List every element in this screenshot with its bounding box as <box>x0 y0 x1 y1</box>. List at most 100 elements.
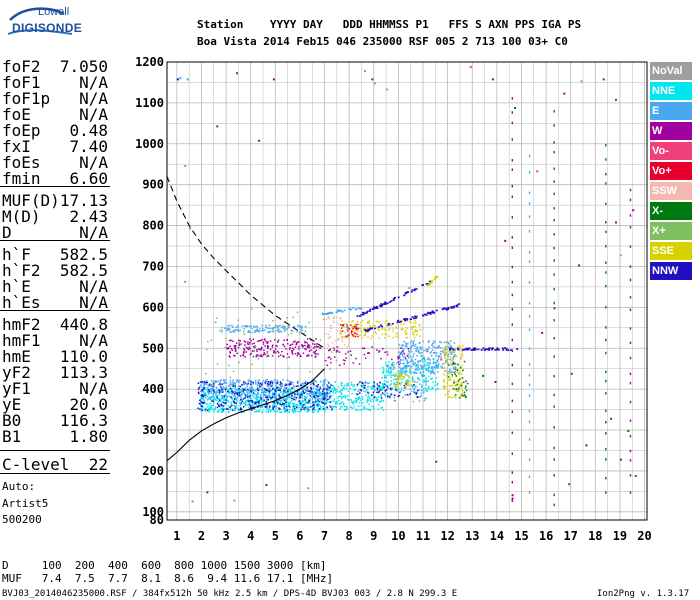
echo-point-nne <box>356 385 358 387</box>
echo-point-sse <box>369 325 371 327</box>
scatter-point <box>541 331 544 334</box>
vertical-echo-point <box>629 214 632 217</box>
echo-point-e <box>427 348 429 351</box>
scatter-point <box>504 239 507 242</box>
echo-point-nnw <box>248 403 251 406</box>
echo-point-nne <box>374 388 376 391</box>
echo-point-nnw <box>201 388 204 391</box>
echo-point-sse <box>368 320 371 322</box>
echo-point-sse <box>444 393 447 396</box>
echo-point-nne <box>402 372 404 374</box>
echo-point-sse <box>443 379 445 381</box>
vertical-echo-point <box>629 459 632 462</box>
echo-point-e <box>443 341 446 344</box>
echo-point-nne <box>255 410 258 413</box>
echo-point-e <box>417 377 419 380</box>
echo-point-e <box>423 375 425 377</box>
echo-point-e <box>401 371 404 373</box>
legend-item-w: W <box>650 122 692 140</box>
echo-point-nne <box>423 363 426 365</box>
echo-point-e <box>319 394 321 397</box>
echo-point-e <box>431 370 434 373</box>
echo-point-w <box>253 342 255 345</box>
vertical-echo-point <box>605 421 607 424</box>
echo-point-nne <box>267 395 269 398</box>
echo-point-e <box>254 379 257 382</box>
echo-point-e <box>420 348 423 351</box>
echo-point-nne <box>346 408 348 410</box>
echo-point-nnw <box>211 400 213 402</box>
echo-point-nne <box>229 391 232 393</box>
echo-point-e <box>241 393 244 395</box>
echo-point-xminus <box>463 394 466 396</box>
echo-point-e <box>415 347 417 350</box>
echo-point-sse <box>445 354 448 356</box>
echo-point-e <box>398 351 401 353</box>
echo-trace-point <box>450 347 453 350</box>
echo-point-e <box>293 386 295 388</box>
echo-point-sse <box>413 330 416 333</box>
echo-point-e <box>402 396 404 399</box>
echo-point-nne <box>363 408 365 410</box>
echo-trace-point <box>383 303 386 305</box>
echo-point-e <box>420 392 423 395</box>
echo-point-sse <box>445 353 447 355</box>
echo-point-sse <box>461 384 463 387</box>
echo-point-sse <box>411 328 414 331</box>
echo-point-e <box>297 324 299 327</box>
echo-point-nnw <box>416 389 419 392</box>
echo-point-nne <box>431 386 434 389</box>
echo-point-e <box>234 383 237 385</box>
echo-point-e <box>304 388 307 391</box>
echo-point-w <box>316 343 318 345</box>
echo-point-nne <box>254 390 257 392</box>
echo-point-e <box>435 352 438 354</box>
echo-trace-point <box>428 283 431 286</box>
echo-point-nnw <box>212 383 215 385</box>
echo-point-nne <box>259 395 262 398</box>
echo-point-nne <box>233 408 236 410</box>
echo-point-nne <box>390 374 392 376</box>
echo-point-sse <box>461 350 463 353</box>
echo-point-nne <box>229 409 232 412</box>
scatter-point <box>233 499 236 502</box>
echo-point-xminus <box>455 387 457 390</box>
echo-point-xminus <box>461 394 463 397</box>
echo-point-voplus <box>350 324 352 326</box>
echo-point-nnw <box>276 401 278 403</box>
echo-point-nnw <box>310 388 313 390</box>
echo-point-nnw <box>258 400 260 402</box>
echo-point-e <box>301 384 303 387</box>
echo-point-e <box>209 390 211 392</box>
echo-point-nne <box>335 406 338 408</box>
echo-point-nne <box>257 404 260 406</box>
echo-point-sse <box>405 386 407 388</box>
echo-point-sse <box>366 321 369 324</box>
echo-point-e <box>224 381 227 384</box>
echo-point-nne <box>240 390 242 393</box>
vertical-echo-point <box>553 405 555 408</box>
echo-trace-point <box>372 308 375 310</box>
echo-point-nnw <box>225 399 227 401</box>
echo-point-nnw <box>296 393 299 396</box>
echo-point-w <box>252 345 255 348</box>
echo-point-e <box>258 388 261 391</box>
echo-point-nne <box>339 403 342 405</box>
echo-point-e <box>417 351 420 353</box>
echo-point-w <box>311 354 313 357</box>
echo-point-w <box>384 351 386 354</box>
echo-point-nne <box>205 394 208 396</box>
echo-point-w <box>273 352 275 354</box>
echo-point-e <box>203 383 206 386</box>
echo-point-w <box>343 363 345 365</box>
echo-point-ssw <box>346 345 348 348</box>
echo-point-nne <box>284 408 287 411</box>
echo-point-e <box>304 381 306 384</box>
echo-point-nne <box>252 404 254 407</box>
echo-point-nnw <box>409 393 411 395</box>
x-tick-label: 6 <box>296 529 303 543</box>
echo-point-nne <box>390 380 393 382</box>
echo-point-e <box>207 391 209 394</box>
echo-point-e <box>233 384 235 386</box>
echo-point-e <box>302 387 305 389</box>
